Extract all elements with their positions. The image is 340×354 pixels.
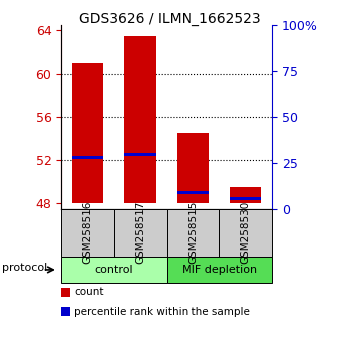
Bar — [230, 187, 261, 204]
Bar — [124, 153, 156, 156]
Text: GDS3626 / ILMN_1662523: GDS3626 / ILMN_1662523 — [79, 12, 261, 27]
Text: GSM258517: GSM258517 — [135, 201, 145, 264]
Text: GSM258530: GSM258530 — [241, 201, 251, 264]
Text: percentile rank within the sample: percentile rank within the sample — [74, 307, 250, 316]
Bar — [72, 156, 103, 160]
Bar — [230, 196, 261, 200]
Text: protocol: protocol — [2, 263, 47, 273]
Bar — [177, 191, 209, 194]
Text: MIF depletion: MIF depletion — [182, 265, 257, 275]
Bar — [177, 133, 209, 204]
Bar — [124, 36, 156, 204]
Text: count: count — [74, 287, 104, 297]
Text: control: control — [95, 265, 133, 275]
Text: GSM258516: GSM258516 — [83, 201, 92, 264]
Text: GSM258515: GSM258515 — [188, 201, 198, 264]
Bar — [72, 63, 103, 204]
